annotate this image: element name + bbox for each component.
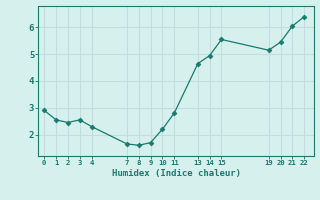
X-axis label: Humidex (Indice chaleur): Humidex (Indice chaleur) bbox=[111, 169, 241, 178]
